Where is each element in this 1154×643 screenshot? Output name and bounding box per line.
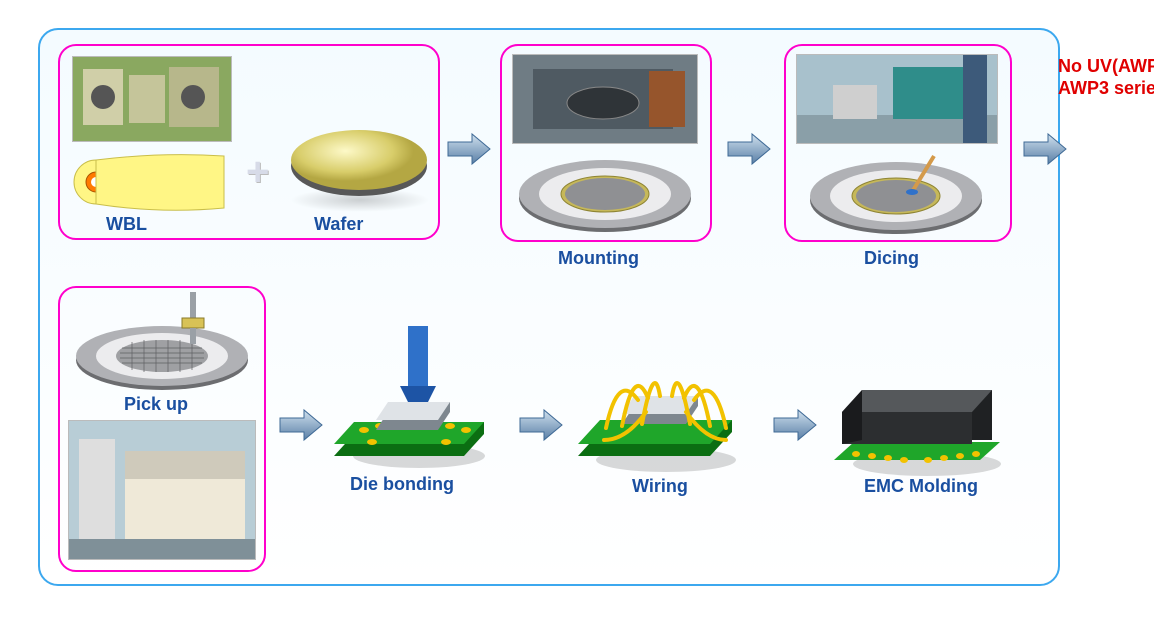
arrow-5 [518,408,564,442]
dicing-label: Dicing [864,248,919,269]
dicing-photo [796,54,998,144]
wbl-label: WBL [106,214,147,235]
arrow-6 [772,408,818,442]
wbl-photo-svg [73,57,231,141]
emc-molding-label: EMC Molding [864,476,978,497]
arrow-1 [446,132,492,166]
wafer-icon [284,116,434,206]
emc-molding-icon [832,332,1022,482]
arrow-2 [726,132,772,166]
arrow-3 [1022,132,1068,166]
die-bonding-icon [334,316,504,476]
dicing-ring-icon [796,148,996,244]
wiring-icon [576,320,756,480]
mounting-label: Mounting [558,248,639,269]
arrow-4 [278,408,324,442]
mounting-ring-icon [510,150,700,240]
wbl-tape-icon [70,148,230,228]
mounting-photo [512,54,698,144]
pickup-photo [68,420,256,560]
pickup-ring-icon [62,288,262,398]
die-bonding-label: Die bonding [350,474,454,495]
pickup-label: Pick up [124,394,188,415]
diagram-canvas: No UV(AWP2, AWP3 series) WBL + [20,20,1154,623]
annotation-line2: AWP3 series) [1058,78,1154,98]
plus-icon: + [246,150,269,195]
wbl-photo [72,56,232,142]
no-uv-annotation: No UV(AWP2, AWP3 series) [1058,56,1154,99]
annotation-line1: No UV(AWP2, [1058,56,1154,76]
wiring-label: Wiring [632,476,688,497]
wafer-label: Wafer [314,214,363,235]
